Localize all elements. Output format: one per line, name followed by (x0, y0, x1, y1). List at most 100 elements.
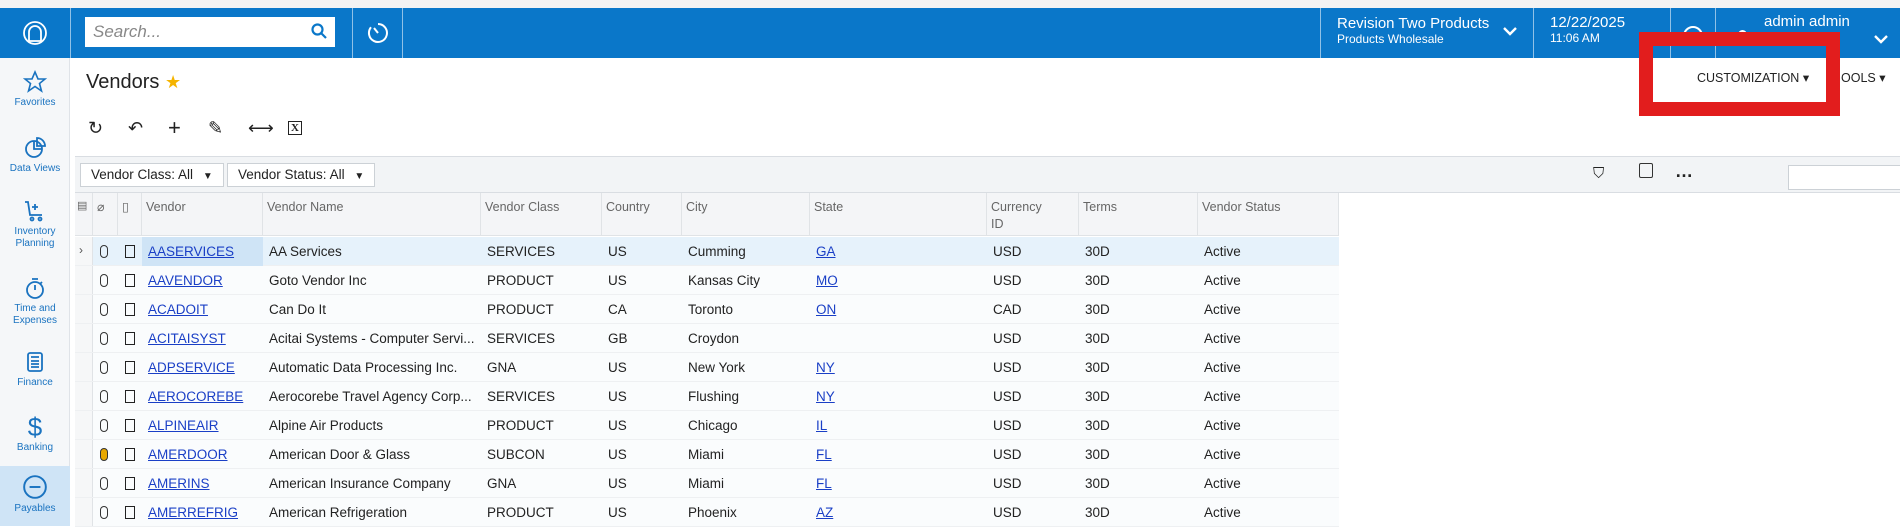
row-gutter[interactable] (75, 353, 93, 381)
column-header-vendor[interactable]: Vendor (142, 193, 263, 236)
more-options-icon[interactable]: … (1675, 161, 1693, 181)
cell-state[interactable]: FL (816, 476, 832, 491)
table-row[interactable]: › AASERVICES AA Services SERVICES US Cumming G… (75, 237, 1339, 266)
filter-icon[interactable]: ⛉ (1593, 165, 1605, 182)
table-row[interactable]: ALPINEAIR Alpine Air Products PRODUCT US Chi… (75, 411, 1339, 440)
cell-vendor[interactable]: AEROCOREBE (148, 389, 244, 404)
column-header-currency-id[interactable]: Currency ID (987, 193, 1079, 236)
row-gutter[interactable] (75, 324, 93, 352)
favorite-star-icon[interactable]: ★ (165, 72, 182, 92)
attachment-highlighted-icon[interactable] (100, 448, 108, 461)
cell-country: CA (608, 302, 627, 317)
row-gutter[interactable]: › (75, 237, 93, 265)
document-icon[interactable] (125, 332, 135, 345)
row-gutter[interactable] (75, 440, 93, 468)
cell-state[interactable]: FL (816, 447, 832, 462)
paperclip-icon[interactable] (100, 274, 108, 287)
row-gutter[interactable] (75, 295, 93, 323)
fit-columns-icon[interactable]: ⟷ (248, 117, 274, 138)
row-gutter[interactable] (75, 498, 93, 526)
table-row[interactable]: ACITAISYST Acitai Systems - Computer Serv… (75, 324, 1339, 353)
add-icon[interactable]: + (168, 115, 181, 140)
cell-state[interactable]: AZ (816, 505, 834, 520)
cell-state[interactable]: ON (816, 302, 837, 317)
paperclip-icon[interactable] (100, 506, 108, 519)
row-gutter[interactable] (75, 266, 93, 294)
table-row[interactable]: AMERDOOR American Door & Glass SUBCON US Mia… (75, 440, 1339, 469)
table-row[interactable]: ACADOIT Can Do It PRODUCT CA Toronto ON CAD 30D… (75, 295, 1339, 324)
sidebar-item-favorites[interactable]: Favorites (0, 62, 70, 128)
cell-state[interactable]: MO (816, 273, 838, 288)
cell-vendor[interactable]: AASERVICES (142, 237, 263, 266)
table-row[interactable]: AEROCOREBE Aerocorebe Travel Agency Corp.… (75, 382, 1339, 411)
search-icon[interactable] (311, 23, 327, 44)
sidebar-item-finance[interactable]: Finance (0, 342, 70, 408)
row-gutter[interactable] (75, 382, 93, 410)
paperclip-icon[interactable] (100, 419, 108, 432)
document-icon[interactable] (125, 448, 135, 461)
document-icon[interactable] (125, 506, 135, 519)
sidebar-item-time-and-expenses[interactable]: Time and Expenses (0, 268, 70, 334)
table-row[interactable]: ADPSERVICE Automatic Data Processing Inc.… (75, 353, 1339, 382)
tools-menu[interactable]: OOLS ▾ (1841, 70, 1886, 85)
cell-vendor[interactable]: AMERREFRIG (148, 505, 239, 520)
column-header-vendor-class[interactable]: Vendor Class (481, 193, 602, 236)
cell-state[interactable]: GA (816, 244, 836, 259)
table-row[interactable]: AMERINS American Insurance Company GNA US Mi… (75, 469, 1339, 498)
cell-vendor[interactable]: ALPINEAIR (148, 418, 219, 433)
table-row[interactable]: AAVENDOR Goto Vendor Inc PRODUCT US Kansas C… (75, 266, 1339, 295)
undo-icon[interactable]: ↶ (128, 117, 144, 138)
paperclip-icon[interactable] (100, 477, 108, 490)
document-icon[interactable] (125, 245, 135, 258)
cell-state[interactable]: NY (816, 360, 835, 375)
recent-history-button[interactable] (352, 8, 402, 58)
search-input[interactable]: Search... (85, 17, 335, 47)
sidebar-item-inventory-planning[interactable]: Inventory Planning (0, 191, 70, 257)
table-row[interactable]: AMERREFRIG American Refrigeration PRODUCT U… (75, 498, 1339, 527)
paperclip-icon[interactable] (100, 332, 108, 345)
column-header-state[interactable]: State (810, 193, 987, 236)
document-icon[interactable] (125, 274, 135, 287)
cell-vendor-name: Acitai Systems - Computer Servi... (269, 331, 475, 346)
vendor-status-filter[interactable]: Vendor Status: All ▼ (227, 163, 376, 187)
document-icon[interactable] (125, 419, 135, 432)
customization-menu[interactable]: CUSTOMIZATION ▾ (1697, 70, 1809, 85)
column-header-terms[interactable]: Terms (1079, 193, 1198, 236)
refresh-icon[interactable]: ↻ (88, 117, 104, 138)
cell-state[interactable]: NY (816, 389, 835, 404)
sidebar-item-banking[interactable]: $ Banking (0, 406, 70, 472)
row-gutter[interactable] (75, 469, 93, 497)
logo-icon[interactable] (0, 8, 70, 58)
vendor-class-filter[interactable]: Vendor Class: All ▼ (80, 163, 224, 187)
paperclip-icon[interactable] (100, 361, 108, 374)
cell-vendor[interactable]: AAVENDOR (148, 273, 223, 288)
sidebar-item-data-views[interactable]: Data Views (0, 128, 70, 194)
document-icon[interactable] (125, 361, 135, 374)
document-icon[interactable] (125, 390, 135, 403)
save-icon[interactable] (1639, 163, 1653, 178)
document-icon[interactable] (125, 303, 135, 316)
row-gutter[interactable] (75, 411, 93, 439)
export-excel-icon[interactable]: X (288, 117, 328, 139)
column-header-country[interactable]: Country (602, 193, 682, 236)
sidebar-item-payables[interactable]: Payables (0, 466, 70, 526)
cell-vendor[interactable]: ADPSERVICE (148, 360, 235, 375)
document-icon[interactable] (125, 477, 135, 490)
paperclip-icon[interactable] (100, 303, 108, 316)
tools-label: OOLS (1841, 71, 1876, 85)
company-selector[interactable]: Revision Two Products Products Wholesale (1320, 8, 1533, 58)
cell-vendor[interactable]: ACITAISYST (148, 331, 226, 346)
column-header-vendor-name[interactable]: Vendor Name (263, 193, 481, 236)
grid-search-input[interactable]: ⌕ (1788, 165, 1900, 190)
business-date[interactable]: 12/22/2025 11:06 AM (1533, 8, 1670, 58)
cell-vendor[interactable]: ACADOIT (148, 302, 209, 317)
paperclip-icon[interactable] (100, 245, 108, 258)
cell-state[interactable]: IL (816, 418, 828, 433)
cell-state[interactable] (810, 324, 987, 353)
edit-pencil-icon[interactable]: ✎ (208, 117, 224, 138)
cell-vendor[interactable]: AMERINS (148, 476, 210, 491)
paperclip-icon[interactable] (100, 390, 108, 403)
cell-vendor[interactable]: AMERDOOR (148, 447, 228, 462)
column-header-city[interactable]: City (682, 193, 810, 236)
column-header-vendor-status[interactable]: Vendor Status (1198, 193, 1339, 236)
